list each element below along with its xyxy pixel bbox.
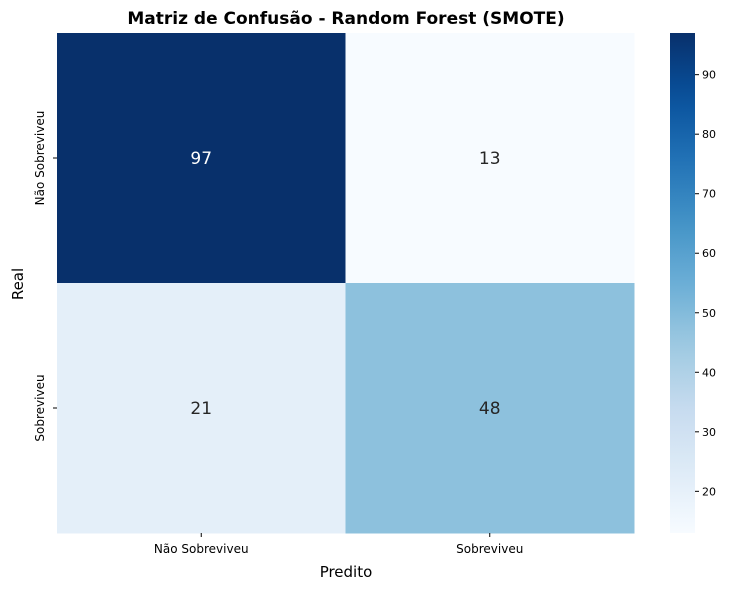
cell-value-label: 21: [190, 399, 212, 419]
cell-value-label: 48: [479, 399, 501, 419]
heatmap-cell: [345, 283, 635, 534]
chart-title: Matriz de Confusão - Random Forest (SMOT…: [127, 9, 564, 29]
y-axis-label: Real: [9, 268, 27, 300]
heatmap-cells: 97 13 21 48: [57, 33, 635, 534]
colorbar-tick-label: 80: [702, 128, 716, 141]
y-tick-label: Não Sobreviveu: [33, 111, 47, 206]
heatmap-cell: [57, 33, 346, 284]
colorbar-tick-label: 60: [702, 247, 716, 260]
colorbar-tick-label: 70: [702, 188, 716, 201]
y-tick-label: Sobreviveu: [33, 374, 47, 441]
colorbar-gradient: [670, 33, 695, 533]
heatmap-cell: [345, 33, 635, 284]
x-tick-label: Sobreviveu: [456, 542, 523, 556]
colorbar-tick-label: 30: [702, 426, 716, 439]
colorbar: 20 30 40 50 60 70 80 90: [670, 33, 716, 533]
cell-value-label: 13: [479, 149, 501, 169]
colorbar-tick-label: 90: [702, 69, 716, 82]
y-axis-ticks: Não Sobreviveu Sobreviveu: [33, 111, 57, 442]
heatmap-cell: [57, 283, 346, 534]
x-tick-label: Não Sobreviveu: [154, 542, 249, 556]
colorbar-tick-label: 40: [702, 366, 716, 379]
colorbar-tick-label: 20: [702, 485, 716, 498]
colorbar-tick-label: 50: [702, 307, 716, 320]
x-axis-label: Predito: [320, 563, 373, 581]
x-axis-ticks: Não Sobreviveu Sobreviveu: [154, 533, 523, 556]
cell-value-label: 97: [190, 149, 212, 169]
